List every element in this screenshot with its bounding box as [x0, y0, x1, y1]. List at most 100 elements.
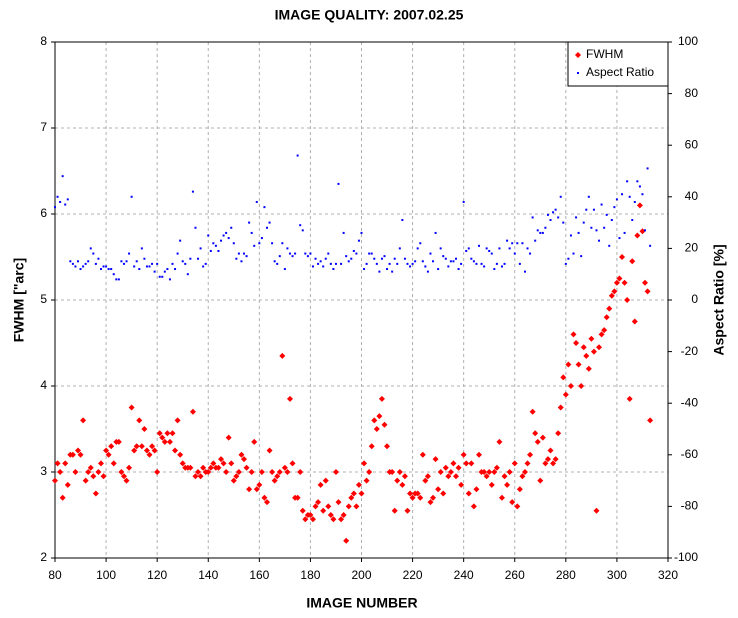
point	[616, 275, 623, 282]
point	[458, 481, 465, 488]
point	[82, 265, 85, 268]
point	[181, 260, 184, 263]
point	[447, 265, 450, 268]
point	[600, 203, 603, 206]
point	[217, 249, 220, 252]
point	[483, 473, 490, 480]
point	[59, 494, 66, 501]
point	[430, 494, 437, 501]
point	[575, 216, 578, 219]
point	[314, 257, 317, 260]
point	[463, 460, 470, 467]
point	[334, 262, 337, 265]
point	[523, 270, 526, 273]
point	[353, 503, 360, 510]
point	[195, 469, 202, 475]
point	[608, 292, 615, 299]
point	[80, 417, 87, 424]
point	[79, 268, 82, 271]
point	[514, 503, 521, 510]
point	[557, 404, 564, 411]
point	[283, 268, 286, 271]
point	[156, 262, 159, 265]
point	[534, 239, 537, 242]
point	[322, 265, 325, 268]
point	[547, 447, 554, 454]
point	[174, 417, 181, 424]
point	[626, 180, 629, 183]
point	[401, 219, 404, 222]
point	[294, 252, 297, 255]
point	[230, 477, 237, 484]
point	[84, 262, 87, 265]
point	[641, 193, 644, 196]
x-tick-label: 280	[556, 568, 576, 582]
point	[312, 503, 319, 510]
point	[363, 268, 366, 271]
point	[621, 279, 628, 286]
point	[506, 239, 509, 242]
point	[207, 234, 210, 237]
point	[302, 516, 309, 523]
point	[138, 268, 141, 271]
chart-title: IMAGE QUALITY: 2007.02.25	[275, 7, 464, 23]
point	[618, 237, 621, 240]
point	[258, 242, 261, 245]
point	[59, 200, 62, 203]
point	[603, 226, 606, 229]
point	[498, 247, 501, 250]
point	[297, 469, 304, 475]
point	[110, 268, 113, 271]
point	[232, 242, 235, 245]
point	[419, 451, 426, 458]
point	[54, 206, 56, 209]
y-tick-label: 2	[40, 550, 47, 564]
point	[598, 239, 601, 242]
point	[281, 464, 288, 471]
point	[233, 473, 240, 480]
point	[358, 490, 365, 497]
point	[319, 260, 322, 263]
point	[85, 469, 92, 475]
point	[146, 451, 153, 458]
point	[260, 237, 263, 240]
point	[286, 395, 293, 402]
point	[544, 456, 551, 463]
point	[235, 257, 238, 260]
point	[606, 305, 613, 312]
point	[141, 426, 148, 432]
point	[284, 469, 291, 475]
point	[378, 395, 385, 402]
point	[271, 242, 274, 245]
point	[205, 469, 212, 475]
point	[237, 252, 240, 255]
point	[108, 443, 115, 450]
point	[177, 451, 184, 458]
point	[245, 255, 248, 258]
point	[549, 219, 552, 222]
point	[133, 265, 136, 268]
point	[187, 464, 194, 471]
x-tick-label: 100	[96, 568, 116, 582]
point	[189, 257, 192, 260]
point	[332, 268, 335, 271]
point	[52, 477, 58, 484]
point	[72, 469, 79, 475]
point	[585, 208, 588, 211]
point	[154, 469, 161, 475]
point	[169, 430, 176, 437]
point	[159, 434, 166, 441]
point	[457, 268, 460, 271]
point	[498, 494, 505, 501]
point	[360, 231, 363, 234]
point	[639, 228, 646, 235]
point	[477, 244, 480, 247]
point	[491, 469, 498, 475]
point	[197, 473, 204, 480]
point	[136, 417, 143, 424]
point	[638, 185, 641, 188]
y2-tick-label: 0	[691, 292, 698, 306]
point	[488, 481, 495, 488]
point	[210, 460, 217, 467]
point	[112, 273, 115, 276]
